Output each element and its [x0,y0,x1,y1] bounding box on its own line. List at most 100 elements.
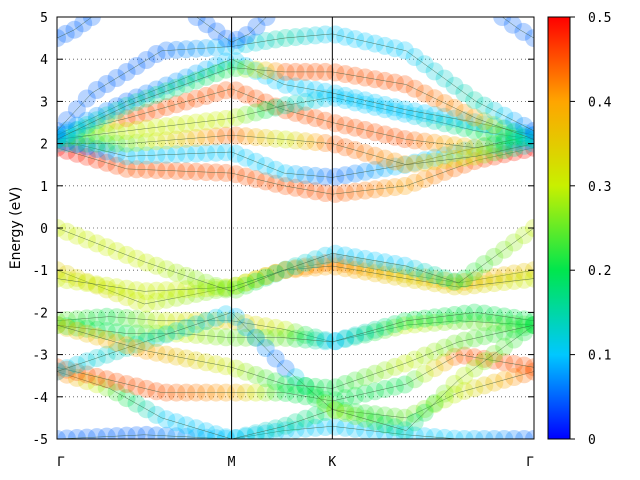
band-point [177,427,196,439]
y-tick-label: -5 [32,433,48,448]
band-line [57,96,534,140]
band-line [57,312,534,343]
band-point [366,422,384,439]
band-b13 [57,126,534,174]
y-tick-label: 0 [40,222,48,237]
band-point [57,126,66,145]
band-point [57,126,66,145]
band-b7 [57,316,534,397]
band-line [57,33,534,132]
colorbar-tick-label: 0.5 [588,11,611,26]
band-point [57,362,66,381]
band-point [187,17,206,26]
band-line [57,88,534,149]
colorbar-ticks: 0 0.1 0.2 0.3 0.4 0.5 [570,11,612,448]
y-tick-label: -4 [32,391,48,406]
colorbar-tick-label: 0.1 [588,349,611,364]
band-point [216,428,235,439]
band-point [187,428,206,439]
x-tick-label: Γ [57,455,65,470]
colorbar-tick-label: 0.3 [588,180,611,195]
band-line [57,227,534,292]
band-line [57,17,93,39]
band-point [525,269,534,288]
band-line [57,426,534,439]
band-point [465,430,484,439]
band-line [57,265,534,292]
band-point [256,421,275,439]
band-point [525,316,534,335]
band-point [57,316,66,335]
band-point [525,358,534,377]
band-b12 [57,130,534,186]
band-b11 [57,138,534,203]
band-point [276,421,295,439]
band-b17 [57,59,534,149]
band-point [57,429,76,439]
band-line [57,58,534,136]
colorbar [547,16,571,440]
kpoint-lines [231,17,333,439]
band-point [525,316,534,335]
band-point [515,430,534,439]
band-point [525,121,534,140]
band-line [57,324,534,389]
y-tick-label: 4 [40,53,48,68]
band-point [525,430,534,439]
band-point [525,311,534,330]
band-point [236,426,255,439]
band-b8 [57,253,534,313]
band-point [505,430,524,439]
band-line [57,147,534,195]
y-tick-label: -3 [32,349,48,364]
band-b19 [57,17,101,48]
band-line [57,371,534,439]
y-tick-label: 1 [40,180,48,195]
band-line [57,312,534,431]
band-point [57,29,66,48]
band-point [57,430,66,439]
band-point [246,424,265,439]
band-point [493,17,512,26]
band-point [77,428,96,439]
band-point [425,428,444,439]
band-point [197,422,216,439]
y-tick-label: -1 [32,264,48,279]
band-point [375,423,394,439]
y-tick-label: 3 [40,95,48,110]
band-b1 [57,417,534,439]
bands-layer [57,17,534,439]
band-point [525,126,534,145]
band-point [445,429,464,439]
band-b18 [57,25,534,140]
band-line [502,17,534,39]
band-point [525,126,534,145]
band-line [57,67,534,140]
band-point [82,17,101,26]
band-point [475,430,494,439]
band-point [127,426,146,439]
band-b4 [57,307,534,351]
band-point [57,316,66,335]
band-line [57,139,534,178]
band-b10 [57,219,534,299]
band-b6 [57,305,534,439]
band-b20 [187,17,276,49]
band-line [57,261,534,305]
band-point [266,422,285,439]
band-point [74,17,93,33]
colorbar-tick-label: 0.4 [588,95,612,110]
y-tick-label: 5 [40,11,48,26]
band-point [385,424,404,439]
band-line [57,134,534,165]
x-tick-label: K [328,455,336,470]
band-b16 [57,52,534,145]
band-point [87,428,106,439]
band-point [216,429,235,439]
band-point [147,426,166,439]
colorbar-tick-label: 0.2 [588,264,611,279]
band-point [57,362,66,381]
band-point [257,17,276,26]
band-point [485,430,504,439]
